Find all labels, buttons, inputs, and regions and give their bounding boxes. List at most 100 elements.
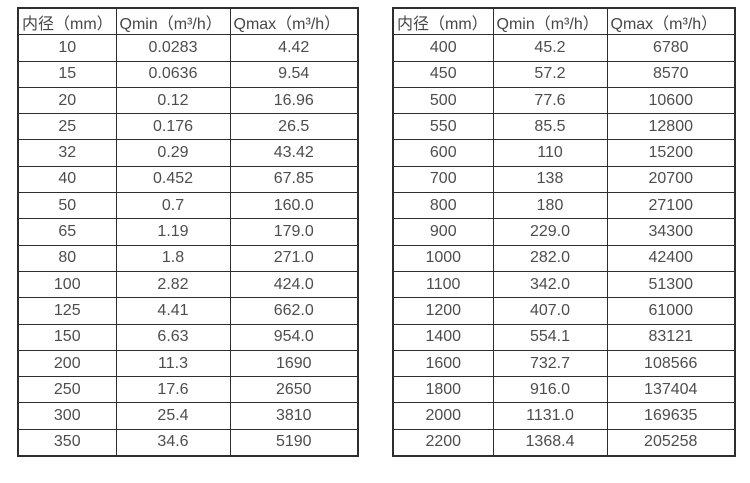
table-cell: 900	[392, 218, 494, 246]
table-cell: 1.8	[115, 244, 231, 272]
table-cell: 77.6	[492, 86, 608, 115]
table-cell: 732.7	[492, 349, 608, 378]
table-row: 1200 407.0 61000	[392, 297, 736, 325]
header-row: 内径（mm） Qmin（m³/h） Qmax（m³/h）	[17, 7, 359, 36]
table-row: 400 45.2 6780	[392, 34, 736, 62]
table-cell: 125	[17, 297, 117, 325]
table-row: 25 0.176 26.5	[17, 113, 359, 141]
table-cell: 1100	[392, 270, 494, 299]
table-row: 350 34.6 5190	[17, 428, 359, 457]
column-header: 内径（mm）	[17, 7, 117, 36]
table-cell: 34.6	[115, 428, 231, 457]
table-cell: 2000	[392, 402, 494, 430]
table-row: 2000 1131.0 169635	[392, 402, 736, 430]
table-row: 300 25.4 3810	[17, 402, 359, 430]
flow-table-large-diameters: 内径（mm） Qmin（m³/h） Qmax（m³/h） 400 45.2 6780 45…	[392, 7, 736, 458]
column-header: Qmax（m³/h）	[606, 7, 736, 36]
table-cell: 0.29	[115, 139, 231, 167]
table-row: 2200 1368.4 205258	[392, 428, 736, 457]
table-cell: 150	[17, 323, 117, 351]
table-cell: 20	[17, 86, 117, 115]
table-cell: 407.0	[492, 297, 608, 325]
table-cell: 300	[17, 402, 117, 430]
table-cell: 1368.4	[492, 428, 608, 457]
table-cell: 10600	[606, 86, 736, 115]
table-cell: 4.41	[115, 297, 231, 325]
table-cell: 0.7	[115, 192, 231, 220]
table-row: 250 17.6 2650	[17, 376, 359, 404]
table-cell: 1400	[392, 323, 494, 351]
table-row: 900 229.0 34300	[392, 218, 736, 246]
table-cell: 160.0	[229, 192, 359, 220]
table-cell: 0.12	[115, 86, 231, 115]
table-cell: 108566	[606, 349, 736, 378]
table-cell: 138	[492, 165, 608, 194]
table-cell: 10	[17, 34, 117, 62]
table-cell: 11.3	[115, 349, 231, 378]
table-row: 100 2.82 424.0	[17, 270, 359, 299]
column-header: Qmax（m³/h）	[229, 7, 359, 36]
table-row: 200 11.3 1690	[17, 349, 359, 378]
table-cell: 3810	[229, 402, 359, 430]
table-row: 50 0.7 160.0	[17, 192, 359, 220]
table-cell: 424.0	[229, 270, 359, 299]
table-cell: 180	[492, 192, 608, 220]
table-cell: 916.0	[492, 376, 608, 404]
table-row: 800 180 27100	[392, 192, 736, 220]
table-cell: 26.5	[229, 113, 359, 141]
table-row: 1100 342.0 51300	[392, 270, 736, 299]
table-row: 80 1.8 271.0	[17, 244, 359, 272]
table-row: 65 1.19 179.0	[17, 218, 359, 246]
table-cell: 554.1	[492, 323, 608, 351]
table-cell: 205258	[606, 428, 736, 457]
table-cell: 1800	[392, 376, 494, 404]
table-row: 1600 732.7 108566	[392, 349, 736, 378]
table-row: 125 4.41 662.0	[17, 297, 359, 325]
table-cell: 5190	[229, 428, 359, 457]
table-cell: 45.2	[492, 34, 608, 62]
table-cell: 80	[17, 244, 117, 272]
column-header: Qmin（m³/h）	[115, 7, 231, 36]
table-cell: 200	[17, 349, 117, 378]
table-cell: 42400	[606, 244, 736, 272]
table-cell: 450	[392, 60, 494, 88]
table-cell: 0.452	[115, 165, 231, 194]
table-cell: 0.176	[115, 113, 231, 141]
table-cell: 1690	[229, 349, 359, 378]
table-cell: 662.0	[229, 297, 359, 325]
table-cell: 8570	[606, 60, 736, 88]
table-row: 15 0.0636 9.54	[17, 60, 359, 88]
table-cell: 32	[17, 139, 117, 167]
table-cell: 350	[17, 428, 117, 457]
table-row: 10 0.0283 4.42	[17, 34, 359, 62]
table-cell: 34300	[606, 218, 736, 246]
table-cell: 25.4	[115, 402, 231, 430]
table-cell: 4.42	[229, 34, 359, 62]
table-cell: 179.0	[229, 218, 359, 246]
table-cell: 65	[17, 218, 117, 246]
table-cell: 40	[17, 165, 117, 194]
table-row: 550 85.5 12800	[392, 113, 736, 141]
table-cell: 100	[17, 270, 117, 299]
table-cell: 20700	[606, 165, 736, 194]
table-cell: 800	[392, 192, 494, 220]
table-cell: 550	[392, 113, 494, 141]
table-cell: 43.42	[229, 139, 359, 167]
header-row: 内径（mm） Qmin（m³/h） Qmax（m³/h）	[392, 7, 736, 36]
table-cell: 700	[392, 165, 494, 194]
table-cell: 6.63	[115, 323, 231, 351]
table-row: 1800 916.0 137404	[392, 376, 736, 404]
table-cell: 9.54	[229, 60, 359, 88]
table-cell: 400	[392, 34, 494, 62]
table-cell: 12800	[606, 113, 736, 141]
table-cell: 1131.0	[492, 402, 608, 430]
table-cell: 17.6	[115, 376, 231, 404]
table-cell: 342.0	[492, 270, 608, 299]
table-cell: 250	[17, 376, 117, 404]
table-cell: 2650	[229, 376, 359, 404]
table-row: 1000 282.0 42400	[392, 244, 736, 272]
table-cell: 954.0	[229, 323, 359, 351]
table-cell: 2.82	[115, 270, 231, 299]
flow-rate-tables: 内径（mm） Qmin（m³/h） Qmax（m³/h） 10 0.0283 4.42 1…	[17, 7, 736, 458]
table-cell: 83121	[606, 323, 736, 351]
